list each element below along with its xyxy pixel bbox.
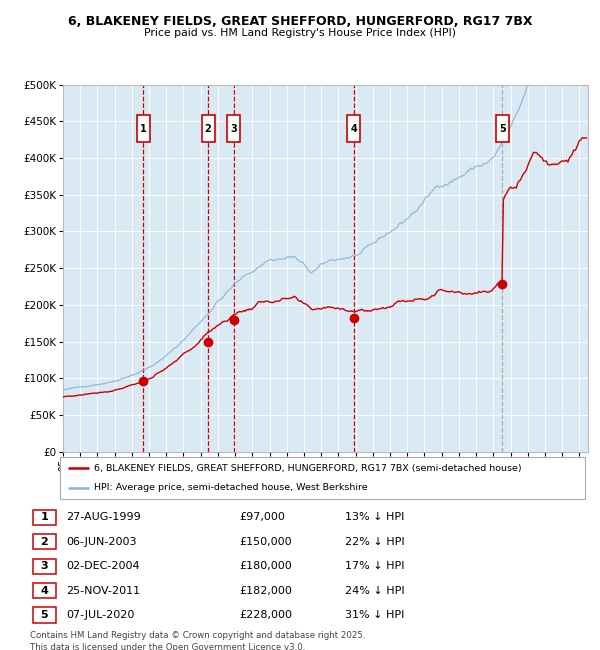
Bar [33, 583, 56, 598]
Text: HPI: Average price, semi-detached house, West Berkshire: HPI: Average price, semi-detached house,… [94, 484, 368, 492]
Text: 6, BLAKENEY FIELDS, GREAT SHEFFORD, HUNGERFORD, RG17 7BX (semi-detached house): 6, BLAKENEY FIELDS, GREAT SHEFFORD, HUNG… [94, 464, 522, 473]
Text: 13% ↓ HPI: 13% ↓ HPI [344, 512, 404, 522]
Text: 2: 2 [205, 124, 211, 133]
Bar [227, 115, 240, 142]
Text: £182,000: £182,000 [240, 586, 293, 595]
Bar [347, 115, 361, 142]
Text: £97,000: £97,000 [240, 512, 286, 522]
Text: 25-NOV-2011: 25-NOV-2011 [66, 586, 140, 595]
Text: Contains HM Land Registry data © Crown copyright and database right 2025.
This d: Contains HM Land Registry data © Crown c… [30, 630, 365, 650]
Text: 17% ↓ HPI: 17% ↓ HPI [344, 561, 404, 571]
Text: £180,000: £180,000 [240, 561, 293, 571]
Text: 27-AUG-1999: 27-AUG-1999 [66, 512, 140, 522]
Text: 6, BLAKENEY FIELDS, GREAT SHEFFORD, HUNGERFORD, RG17 7BX: 6, BLAKENEY FIELDS, GREAT SHEFFORD, HUNG… [68, 15, 532, 28]
Bar [202, 115, 215, 142]
Text: 5: 5 [41, 610, 48, 620]
Text: 1: 1 [140, 124, 146, 133]
Bar [33, 510, 56, 525]
Text: 24% ↓ HPI: 24% ↓ HPI [344, 586, 404, 595]
Text: £228,000: £228,000 [240, 610, 293, 620]
Text: 2: 2 [40, 537, 48, 547]
Text: 31% ↓ HPI: 31% ↓ HPI [344, 610, 404, 620]
Bar [33, 608, 56, 623]
Text: 3: 3 [41, 561, 48, 571]
Bar [137, 115, 149, 142]
Text: 4: 4 [350, 124, 357, 133]
Text: 07-JUL-2020: 07-JUL-2020 [66, 610, 134, 620]
Text: Price paid vs. HM Land Registry's House Price Index (HPI): Price paid vs. HM Land Registry's House … [144, 28, 456, 38]
Bar [33, 558, 56, 574]
Bar [496, 115, 509, 142]
Text: 1: 1 [40, 512, 48, 522]
Text: 22% ↓ HPI: 22% ↓ HPI [344, 537, 404, 547]
Text: 06-JUN-2003: 06-JUN-2003 [66, 537, 136, 547]
Text: £150,000: £150,000 [240, 537, 292, 547]
Text: 5: 5 [499, 124, 506, 133]
Bar [33, 534, 56, 549]
Text: 4: 4 [40, 586, 48, 595]
Text: 02-DEC-2004: 02-DEC-2004 [66, 561, 140, 571]
Text: 3: 3 [230, 124, 237, 133]
